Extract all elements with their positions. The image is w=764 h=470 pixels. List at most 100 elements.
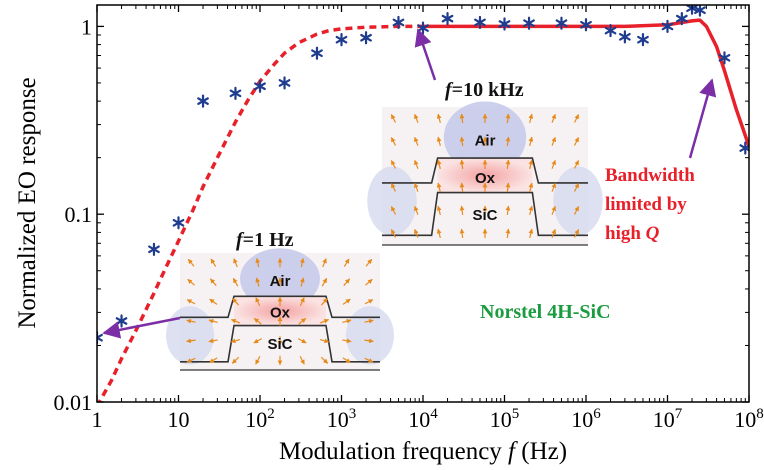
arrow-10khz [414, 28, 437, 81]
field-lobe [166, 306, 214, 365]
field-arrow [436, 228, 442, 239]
field-arrow [528, 182, 534, 193]
data-point [278, 76, 291, 90]
field-arrow [253, 317, 262, 325]
annotation-10khz: f=10 kHz [445, 79, 524, 101]
field-arrow [208, 338, 218, 344]
arrow-bandwidth [688, 78, 717, 159]
oxide-outline [180, 295, 380, 319]
field-arrow [414, 228, 419, 238]
field-arrow [297, 338, 307, 344]
inset-sic-label: SiC [472, 207, 497, 224]
bandwidth-label-line3: high Q [605, 223, 660, 244]
field-arrow [299, 257, 305, 268]
data-point [580, 18, 592, 32]
field-arrow [505, 159, 511, 170]
field-arrow [320, 318, 330, 324]
data-point [148, 242, 160, 256]
field-arrow [255, 355, 261, 365]
oxide-outline [382, 157, 588, 184]
field-arrow [343, 278, 351, 287]
field-arrow [187, 258, 195, 267]
data-point [335, 33, 348, 47]
data-point [498, 17, 511, 31]
inset-air-label: Air [475, 133, 496, 150]
inset-ox-label: Ox [475, 170, 496, 187]
data-point [392, 15, 405, 30]
field-arrow [186, 357, 196, 363]
model-curve-dashed [97, 24, 423, 402]
field-arrow [505, 136, 511, 147]
field-arrow [573, 206, 580, 215]
data-point [115, 314, 128, 328]
field-arrow [414, 159, 419, 169]
field-arrow [528, 136, 534, 147]
field-arrow [298, 317, 307, 325]
field-arrow [390, 206, 397, 215]
data-point [637, 33, 649, 47]
field-arrows [186, 257, 374, 366]
field-arrow [342, 318, 352, 324]
field-arrow [186, 338, 196, 344]
data-point [474, 15, 486, 30]
field-arrow [414, 136, 419, 146]
data-point [229, 86, 242, 100]
field-arrow [573, 114, 580, 123]
data-point [619, 30, 631, 44]
arrow-1hz [102, 316, 181, 339]
field-arrow [364, 338, 374, 344]
field-arrow [573, 229, 580, 238]
field-arrow [365, 258, 373, 267]
field-lobe [367, 166, 417, 236]
annotation-1hz: f=1 Hz [236, 229, 294, 251]
x-tick-label: 106 [571, 406, 601, 432]
field-arrow [209, 298, 218, 305]
y-axis-label: Normalized EO response [14, 77, 41, 328]
x-tick-label: 105 [490, 406, 520, 432]
field-arrow [186, 299, 196, 305]
field-arrow [322, 258, 327, 268]
sic-outline [382, 191, 588, 237]
plot-area [97, 5, 749, 402]
x-tick-label: 104 [408, 406, 438, 432]
field-arrow [505, 205, 511, 216]
field-arrow [320, 298, 328, 306]
field-arrow [459, 228, 465, 239]
inset-air-label: Air [270, 273, 291, 290]
field-arrow [208, 318, 218, 324]
field-arrow [342, 298, 351, 305]
x-tick-label: 102 [245, 406, 275, 432]
x-tick-label: 108 [734, 406, 764, 432]
bandwidth-label-line2: limited by [605, 194, 687, 215]
field-arrow [299, 355, 305, 365]
field-inset-1hz: Air Ox SiC [166, 248, 394, 371]
data-point [661, 19, 674, 33]
data-point [97, 331, 103, 345]
field-arrow [551, 182, 556, 192]
data-point [694, 5, 706, 17]
field-arrow [342, 357, 351, 364]
field-arrow [436, 136, 442, 147]
field-arrow [528, 159, 534, 170]
y-tick-label: 1 [81, 14, 92, 39]
x-tick-label: 1 [92, 407, 103, 432]
inset-sic-label: SiC [267, 336, 292, 353]
field-arrow [551, 228, 556, 238]
data-point [197, 94, 209, 108]
marker-series [97, 5, 749, 345]
field-arrow [210, 258, 217, 267]
axis-ticks: 1 10 102 103 104 105 106 107 108 0.01 0.1 1 [54, 5, 764, 432]
data-point [172, 216, 185, 230]
field-arrow [505, 228, 511, 239]
data-point [604, 23, 617, 38]
field-arrow [321, 277, 328, 287]
field-arrow [414, 205, 419, 215]
field-arrow [230, 318, 240, 324]
field-arrow [299, 277, 305, 287]
data-point [311, 46, 323, 60]
bandwidth-label-line1: Bandwidth [605, 165, 695, 186]
field-arrow [364, 318, 374, 324]
field-arrow [390, 137, 397, 146]
material-label: Norstel 4H-SiC [480, 301, 611, 323]
